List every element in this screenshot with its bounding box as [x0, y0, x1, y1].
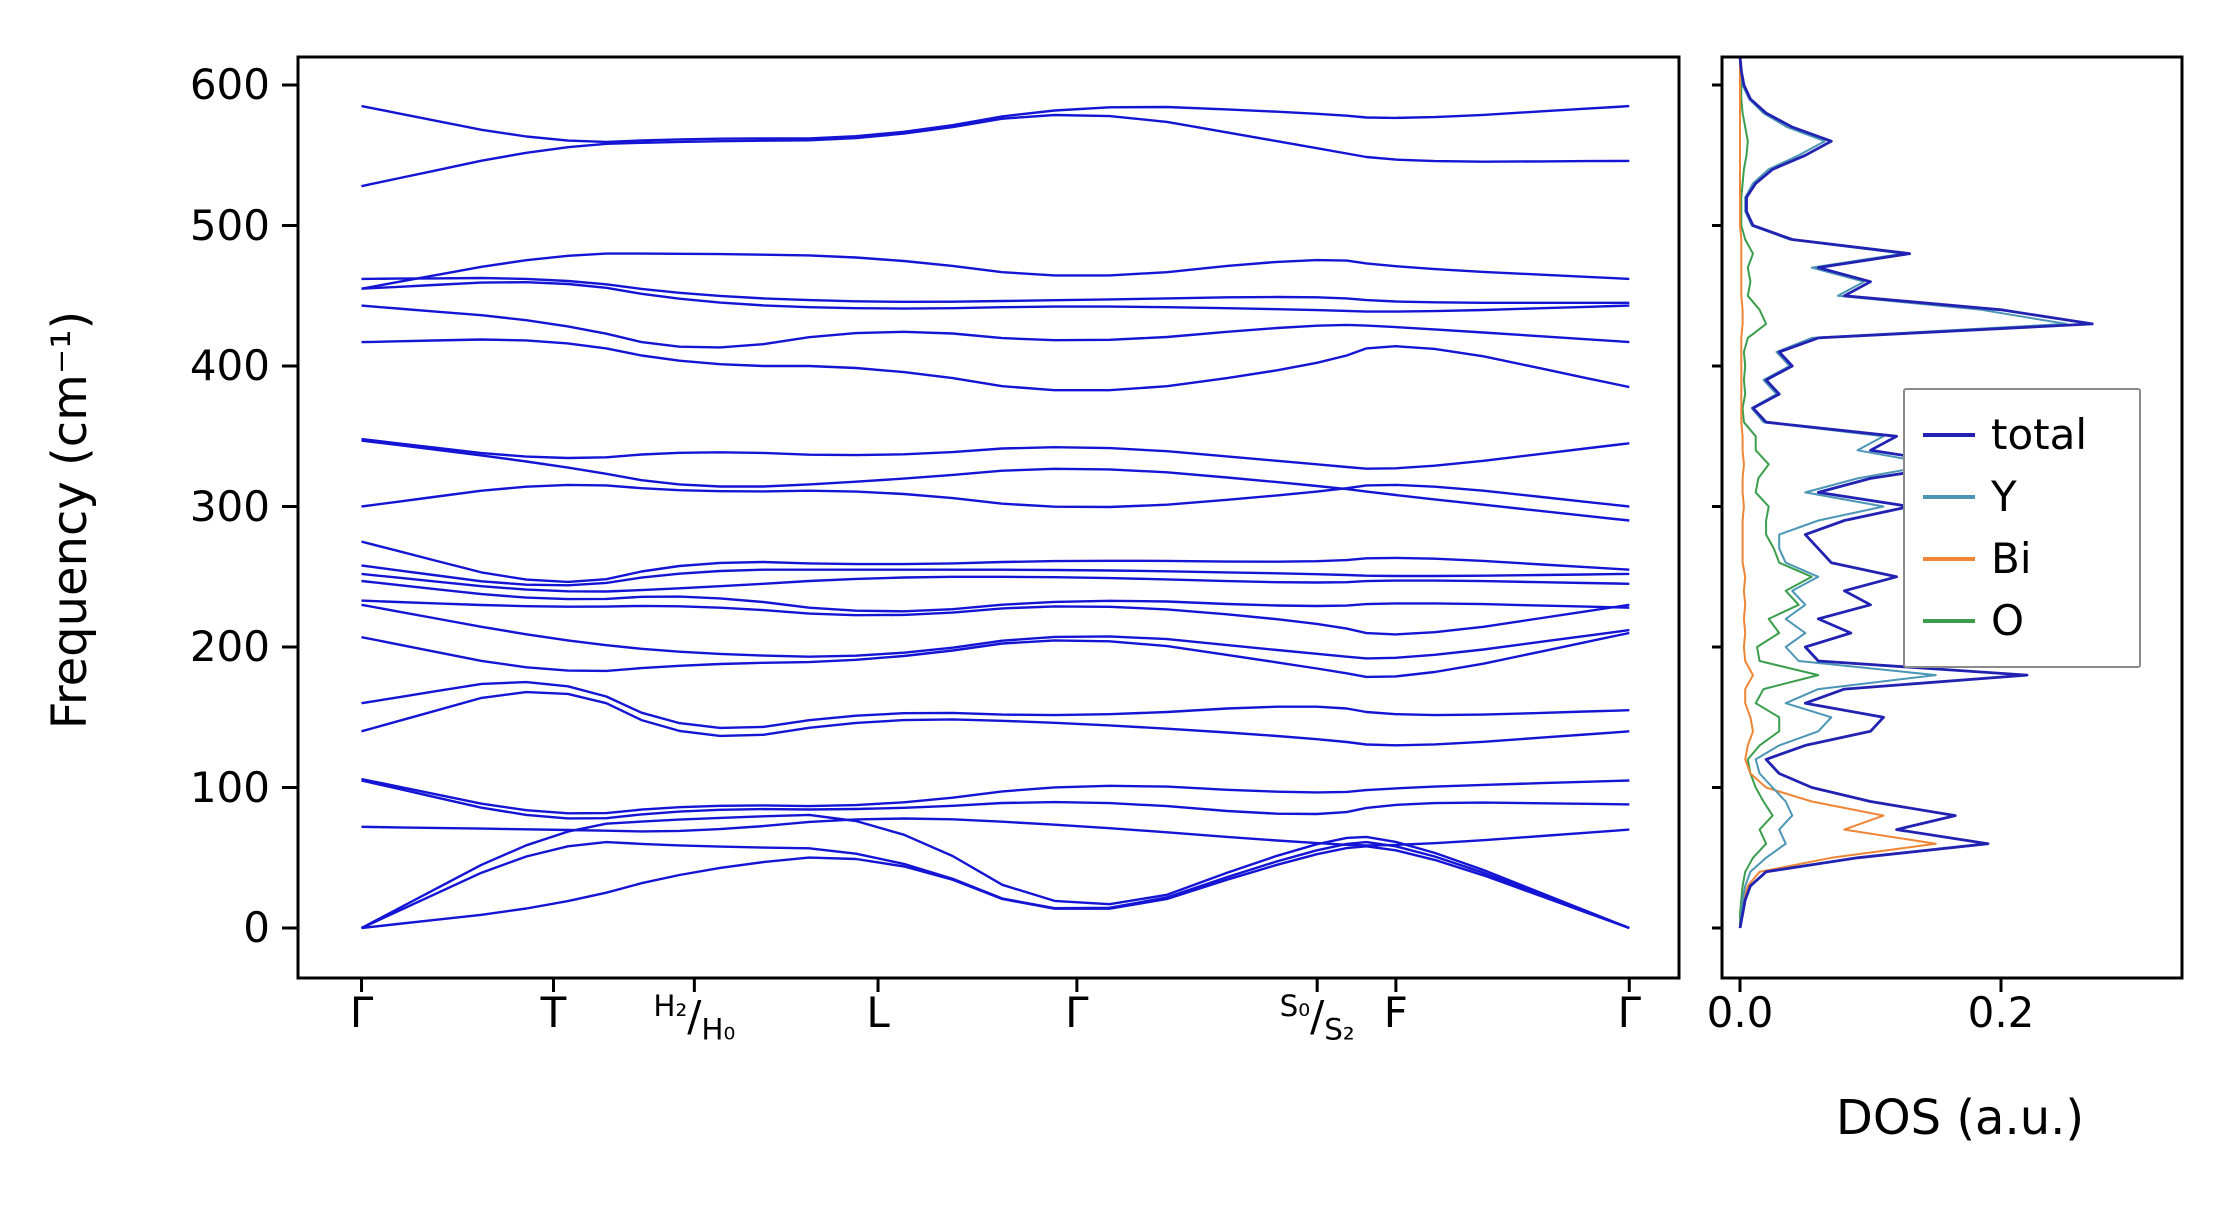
- y-tick-label: 400: [189, 341, 270, 390]
- y-tick-label: 0: [243, 903, 270, 952]
- x-station-label: T: [540, 988, 567, 1037]
- dos-axes-frame: [1720, 55, 2184, 980]
- y-axis-frequency-label: Frequency (cm⁻¹): [42, 310, 98, 730]
- legend-entry-total: total: [1923, 404, 2121, 466]
- legend-entry-Y: Y: [1923, 466, 2121, 528]
- legend-label-O: O: [1991, 596, 2025, 645]
- legend-label-Y: Y: [1991, 472, 2017, 521]
- x-station-label: Γ: [1065, 988, 1089, 1037]
- dos-x-tick-label: 0.2: [1967, 988, 2035, 1037]
- band-axes-frame: [296, 55, 1681, 980]
- legend-swatch-O: [1923, 619, 1975, 623]
- phonon-band-line: [361, 564, 1630, 587]
- dos-axis-label: DOS (a.u.): [1835, 1090, 2085, 1146]
- x-station-label: H₂/H₀: [653, 989, 736, 1047]
- x-station-label: Γ: [1617, 988, 1641, 1037]
- legend-swatch-total: [1923, 433, 1975, 437]
- phonon-band-line: [361, 437, 1630, 470]
- y-tick-label: 200: [189, 622, 270, 671]
- phonon-band-line: [361, 338, 1630, 392]
- y-tick-label: 100: [189, 762, 270, 812]
- phonon-band-line: [361, 104, 1630, 144]
- phonon-band-line: [361, 599, 1630, 636]
- dos-line-total: [1738, 56, 2094, 929]
- legend-entry-Bi: Bi: [1923, 528, 2121, 590]
- x-station-label: Γ: [349, 988, 374, 1037]
- phonon-band-line: [361, 252, 1630, 290]
- x-station-label: S₀/S₂: [1279, 989, 1355, 1047]
- phonon-band-line: [361, 840, 1630, 930]
- legend-label-total: total: [1991, 410, 2088, 459]
- phonon-band-line: [360, 813, 1630, 930]
- y-tick-label: 600: [189, 60, 270, 109]
- phonon-band-line: [361, 817, 1630, 847]
- y-tick-label: 300: [189, 481, 270, 531]
- phonon-band-line: [361, 779, 1630, 820]
- phonon-band-line: [361, 777, 1630, 815]
- x-station-label: F: [1383, 988, 1408, 1037]
- legend-entry-O: O: [1923, 590, 2121, 652]
- dos-x-tick-label: 0.0: [1706, 988, 1774, 1037]
- y-tick-label: 500: [189, 200, 270, 250]
- phonon-band-line: [361, 579, 1630, 613]
- phonon-band-line: [361, 603, 1630, 660]
- dos-line-Bi: [1739, 56, 1937, 929]
- x-station-label: L: [866, 988, 890, 1037]
- phonon-band-line: [361, 304, 1630, 349]
- phonon-band-line: [361, 631, 1630, 679]
- phonon-band-line: [361, 690, 1630, 747]
- phonon-band-line: [361, 540, 1630, 584]
- phonon-band-line: [361, 439, 1630, 522]
- phonon-band-line: [361, 572, 1630, 593]
- dos-legend: total Y Bi O: [1903, 388, 2141, 668]
- phonon-band-line: [361, 483, 1630, 509]
- legend-swatch-Y: [1923, 495, 1975, 499]
- phonon-band-line: [361, 113, 1630, 188]
- phonon-band-line: [361, 281, 1630, 313]
- phonon-band-line: [361, 680, 1630, 730]
- phonon-band-line: [361, 276, 1630, 304]
- dos-line-O: [1739, 56, 1820, 928]
- legend-label-Bi: Bi: [1991, 534, 2032, 583]
- legend-swatch-Bi: [1923, 557, 1975, 561]
